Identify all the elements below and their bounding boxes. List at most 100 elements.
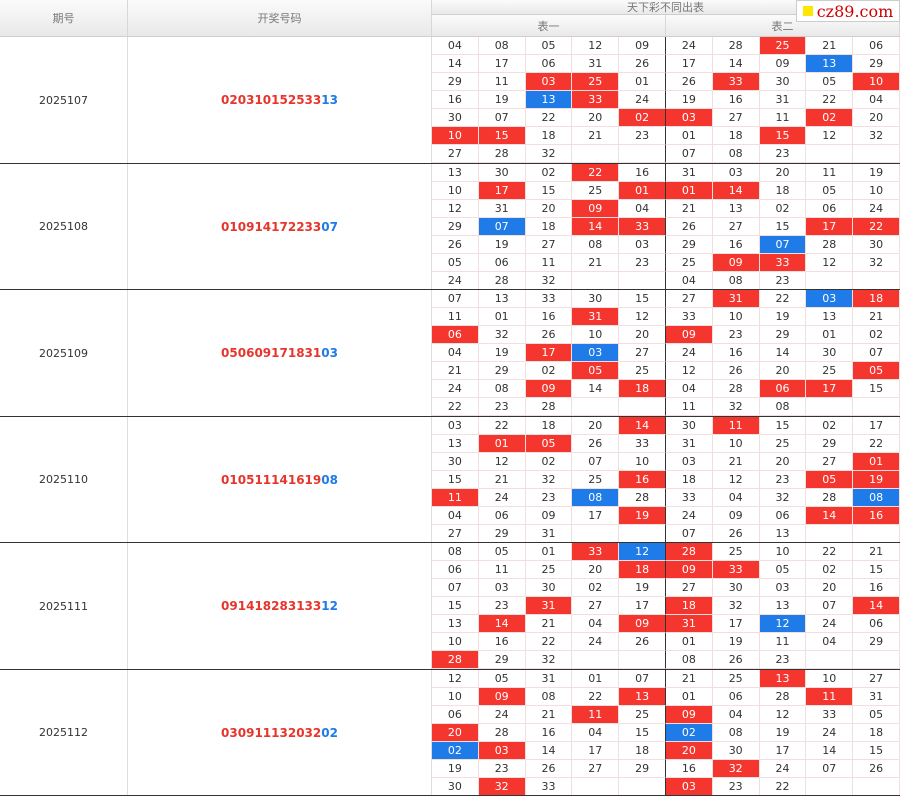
number-cell: 27 [432, 145, 479, 163]
number-cell: 08 [713, 145, 760, 163]
red-ball: 05 [238, 473, 255, 487]
number-cell: 14 [479, 615, 526, 633]
number-cell: 16 [713, 344, 760, 362]
red-ball: 32 [305, 726, 322, 740]
number-cell: 09 [760, 55, 807, 73]
number-cell: 23 [760, 272, 807, 290]
number-cell: 04 [666, 272, 713, 290]
number-cell: 31 [853, 688, 900, 706]
number-cell: 04 [432, 507, 479, 525]
number-cell: 28 [479, 145, 526, 163]
empty-cell [619, 778, 666, 796]
red-ball: 15 [271, 93, 288, 107]
number-cell: 11 [479, 561, 526, 579]
number-cell: 30 [713, 742, 760, 760]
number-cell: 15 [432, 471, 479, 489]
number-cell: 11 [572, 706, 619, 724]
number-cell: 01 [479, 435, 526, 453]
red-ball: 22 [288, 220, 305, 234]
red-ball: 06 [238, 346, 255, 360]
number-cell: 13 [619, 688, 666, 706]
number-cell: 21 [806, 37, 853, 55]
number-cell: 11 [432, 308, 479, 326]
number-cell: 06 [806, 200, 853, 218]
number-cell: 33 [526, 778, 573, 796]
number-cell: 29 [760, 326, 807, 344]
number-cell: 14 [713, 182, 760, 200]
number-cell: 07 [432, 290, 479, 308]
number-cell: 30 [479, 164, 526, 182]
number-cell: 17 [572, 742, 619, 760]
number-cell: 06 [432, 326, 479, 344]
number-cell: 01 [666, 127, 713, 145]
number-cell: 05 [526, 37, 573, 55]
number-cell: 13 [806, 308, 853, 326]
red-ball: 33 [305, 599, 322, 613]
red-ball: 05 [221, 346, 238, 360]
number-cell: 19 [432, 760, 479, 778]
red-ball: 33 [305, 220, 322, 234]
number-cell: 09 [572, 200, 619, 218]
number-cell: 08 [572, 236, 619, 254]
number-cell: 09 [666, 706, 713, 724]
number-cell: 15 [853, 561, 900, 579]
number-cell: 27 [572, 760, 619, 778]
number-cell: 08 [479, 37, 526, 55]
number-cell: 15 [760, 417, 807, 435]
number-cell: 33 [619, 435, 666, 453]
number-cell: 30 [760, 73, 807, 91]
number-cell: 25 [619, 362, 666, 380]
empty-cell [572, 145, 619, 163]
empty-cell [853, 272, 900, 290]
number-cell: 07 [666, 525, 713, 543]
number-cell: 03 [666, 778, 713, 796]
number-cell: 25 [806, 362, 853, 380]
number-cell: 29 [432, 218, 479, 236]
number-cell: 13 [432, 435, 479, 453]
number-cell: 03 [666, 453, 713, 471]
number-cell: 17 [760, 742, 807, 760]
number-cell: 32 [760, 489, 807, 507]
empty-cell [572, 398, 619, 416]
number-cell: 12 [572, 37, 619, 55]
draw-numbers: 03 09 11 13 20 32 02 [128, 670, 432, 796]
number-cell: 05 [806, 471, 853, 489]
number-cell: 21 [572, 254, 619, 272]
number-cell: 12 [479, 453, 526, 471]
red-ball: 28 [271, 599, 288, 613]
number-cell: 09 [479, 688, 526, 706]
number-cell: 06 [760, 507, 807, 525]
number-cell: 18 [619, 742, 666, 760]
logo: cz89.com [796, 0, 900, 22]
number-cell: 11 [806, 688, 853, 706]
number-cell: 09 [713, 507, 760, 525]
number-cell: 33 [619, 218, 666, 236]
number-cell: 31 [760, 91, 807, 109]
number-cell: 15 [760, 127, 807, 145]
blue-ball: 08 [321, 473, 338, 487]
number-cell: 17 [713, 615, 760, 633]
red-ball: 11 [254, 726, 271, 740]
number-cell: 21 [479, 471, 526, 489]
number-cell: 05 [479, 670, 526, 688]
number-cell: 31 [666, 435, 713, 453]
empty-cell [572, 778, 619, 796]
number-cell: 33 [666, 308, 713, 326]
number-cell: 17 [806, 380, 853, 398]
number-cell: 31 [526, 525, 573, 543]
issue: 2025112 [0, 670, 128, 796]
number-cell: 15 [619, 290, 666, 308]
number-cell: 05 [432, 254, 479, 272]
number-cell: 01 [806, 326, 853, 344]
number-cell: 03 [479, 579, 526, 597]
number-cell: 08 [526, 688, 573, 706]
red-ball: 01 [221, 473, 238, 487]
number-cell: 09 [526, 507, 573, 525]
number-cell: 04 [713, 489, 760, 507]
number-cell: 12 [760, 706, 807, 724]
number-cell: 26 [619, 55, 666, 73]
number-cell: 25 [572, 73, 619, 91]
number-cell: 25 [713, 543, 760, 561]
number-cell: 04 [619, 200, 666, 218]
red-ball: 09 [221, 599, 238, 613]
